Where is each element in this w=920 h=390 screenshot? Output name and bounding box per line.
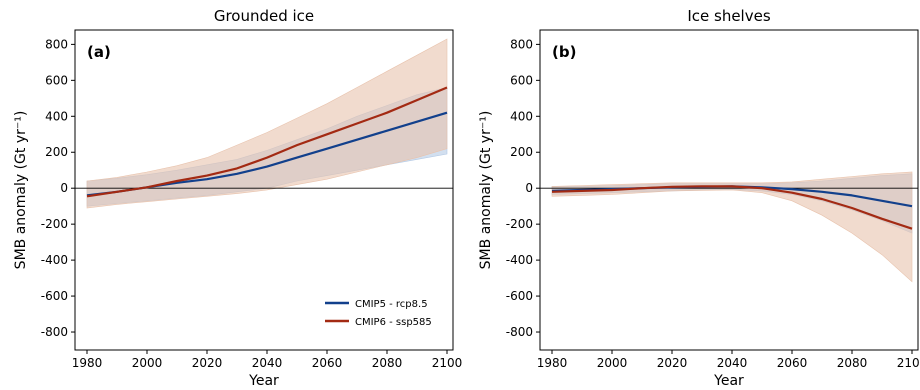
series-band-1	[86, 38, 448, 209]
chart-title: Grounded ice	[214, 7, 314, 25]
x-tick-label: 2100	[897, 356, 920, 370]
x-tick-label: 2020	[657, 356, 688, 370]
series-line-1	[86, 86, 448, 198]
legend-label-1: CMIP6 - ssp585	[355, 317, 432, 328]
y-tick-label: 200	[45, 145, 68, 159]
y-tick-label: 600	[510, 73, 533, 87]
panel-label: (b)	[552, 43, 576, 61]
y-tick-label: -600	[41, 289, 68, 303]
x-tick-label: 2080	[837, 356, 868, 370]
series-line-1	[551, 185, 913, 230]
x-tick-label: 2000	[132, 356, 163, 370]
x-axis-label: Year	[248, 373, 279, 389]
y-tick-label: -200	[41, 217, 68, 231]
x-tick-label: 2040	[717, 356, 748, 370]
y-tick-label: -800	[506, 325, 533, 339]
x-tick-label: 1980	[72, 356, 103, 370]
y-axis-label: SMB anomaly (Gt yr⁻¹)	[478, 111, 494, 270]
plot-frame	[539, 29, 919, 351]
x-tick-label: 1980	[537, 356, 568, 370]
y-tick-label: 400	[510, 109, 533, 123]
y-tick-label: 400	[45, 109, 68, 123]
panel-label: (a)	[87, 43, 111, 61]
y-tick-label: 800	[45, 37, 68, 51]
legend: CMIP5 - rcp8.5 CMIP6 - ssp585	[325, 299, 432, 328]
y-tick-label: -400	[41, 253, 68, 267]
y-tick-label: -800	[41, 325, 68, 339]
y-tick-label: -200	[506, 217, 533, 231]
x-tick-label: 2000	[597, 356, 628, 370]
y-axis-label: SMB anomaly (Gt yr⁻¹)	[13, 111, 29, 270]
legend-label-0: CMIP5 - rcp8.5	[355, 299, 428, 310]
y-tick-label: -600	[506, 289, 533, 303]
x-tick-label: 2040	[252, 356, 283, 370]
y-tick-label: -400	[506, 253, 533, 267]
x-tick-label: 2020	[192, 356, 223, 370]
x-tick-label: 2060	[312, 356, 343, 370]
x-tick-label: 2080	[372, 356, 403, 370]
y-tick-label: 0	[525, 181, 533, 195]
y-tick-label: 600	[45, 73, 68, 87]
plot-frame	[74, 29, 454, 351]
y-tick-label: 200	[510, 145, 533, 159]
x-tick-label: 2100	[432, 356, 463, 370]
x-axis-label: Year	[713, 373, 744, 389]
y-tick-label: 0	[60, 181, 68, 195]
y-tick-label: 800	[510, 37, 533, 51]
chart-title: Ice shelves	[687, 7, 770, 25]
panel-grounded-ice: 1980 2000 2020 2040 2060 2080 2100-800-600-400…	[13, 7, 462, 389]
panel-ice-shelves: 1980200020202040206020802100-800-600-400…	[478, 7, 920, 389]
x-tick-label: 2060	[777, 356, 808, 370]
